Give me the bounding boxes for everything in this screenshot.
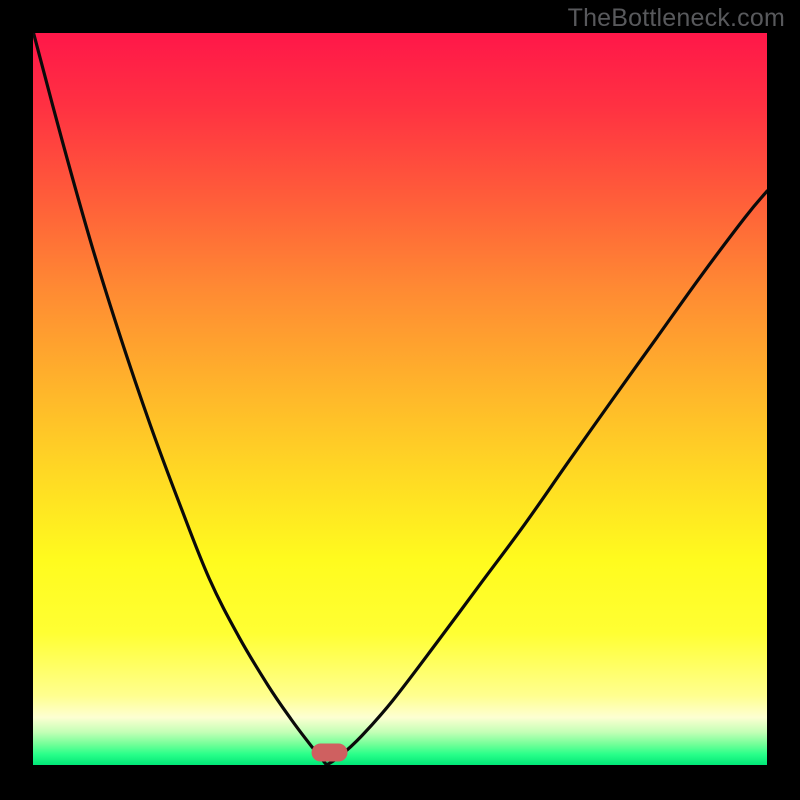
frame-border-bottom [0,765,800,800]
plot-area [33,33,767,765]
chart-root: TheBottleneck.com [0,0,800,800]
frame-border-left [0,0,33,800]
watermark-text: TheBottleneck.com [568,4,785,33]
frame-border-right [767,0,800,800]
optimum-marker [33,33,767,765]
